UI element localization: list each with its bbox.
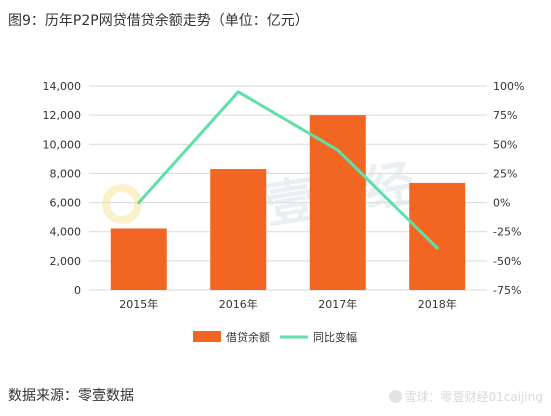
data-source: 数据来源：零壹数据: [8, 388, 134, 404]
bar: [309, 115, 366, 291]
snowball-logo-icon: [388, 390, 402, 403]
line-point: [137, 201, 141, 205]
y-left-tick-label: 10,000: [43, 138, 82, 151]
chart-title: 图9：历年P2P网贷借贷余额走势（单位：亿元）: [8, 13, 309, 29]
attribution: 雪球：零壹财经01caijing: [388, 388, 543, 405]
line-series: [137, 90, 439, 250]
legend: 借贷余额 同比变幅: [193, 330, 357, 344]
y-right-tick-label: -75%: [493, 284, 521, 297]
y-left-tick-label: 12,000: [43, 109, 82, 122]
y-right-tick-label: -25%: [493, 226, 521, 239]
x-category-label: 2018年: [418, 297, 457, 311]
line-point: [435, 246, 439, 250]
y-left-tick-label: 0: [74, 284, 81, 297]
attribution-text: 雪球：零壹财经01caijing: [404, 390, 543, 404]
bar: [110, 228, 167, 290]
watermark-logo-icon: [102, 184, 142, 224]
y-left-tick-label: 8,000: [50, 167, 82, 180]
line-path: [137, 90, 439, 250]
y-left-tick-label: 4,000: [50, 226, 82, 239]
legend-label-bar: 借贷余额: [226, 330, 270, 344]
y-left-tick-label: 14,000: [43, 80, 82, 93]
y-left-tick-label: 6,000: [50, 197, 82, 210]
legend-swatch-bar: [193, 331, 221, 342]
y-left-tick-label: 2,000: [50, 255, 82, 268]
bar: [210, 169, 267, 290]
x-category-label: 2017年: [318, 297, 357, 311]
y-right-tick-label: 0%: [493, 197, 510, 210]
y-right-tick-label: 50%: [493, 138, 517, 151]
x-category-label: 2015年: [119, 297, 158, 311]
legend-label-line: 同比变幅: [313, 330, 357, 344]
y-right-tick-label: -50%: [493, 255, 521, 268]
y-right-tick-label: 100%: [493, 80, 524, 93]
y-right-tick-label: 75%: [493, 109, 517, 122]
bars: [110, 115, 466, 291]
axes: 0 2,000 4,000 6,000 8,000 10,000 12,000 14,000 -…: [43, 80, 525, 311]
bar: [409, 182, 466, 290]
line-point: [236, 90, 240, 94]
y-right-tick-label: 25%: [493, 167, 517, 180]
x-category-label: 2016年: [219, 297, 258, 311]
line-point: [336, 148, 340, 152]
